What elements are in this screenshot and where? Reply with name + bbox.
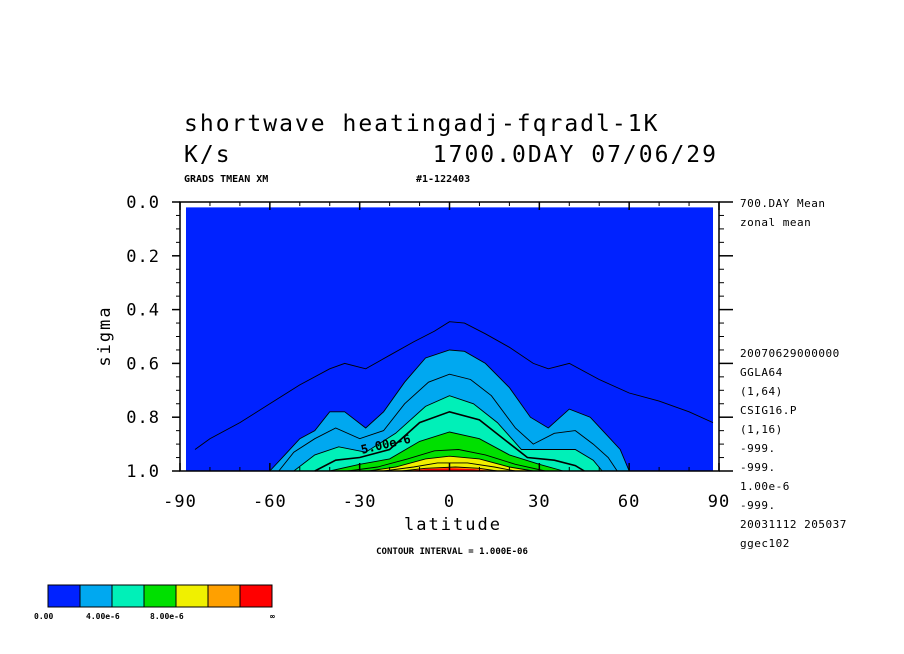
x-tick-label: 60 — [618, 492, 640, 512]
chart-title-line1: shortwave heatingadj-fqradl-1K — [184, 111, 659, 137]
colorbar-swatch — [111, 584, 145, 608]
x-tick-label: 90 — [708, 492, 730, 512]
contour-line-5 — [329, 431, 564, 472]
x-tick-label: -60 — [253, 492, 287, 512]
y-tick-label: 0.4 — [126, 301, 160, 321]
contour-line-0 — [194, 321, 714, 450]
plot-area — [185, 207, 714, 472]
colorbar-label: 0.00 — [34, 612, 53, 621]
contour-line-8 — [383, 462, 516, 472]
side-info-panel: 700.DAY Mean zonal mean 20070629000000 GGLA… — [740, 197, 847, 550]
colorbar-label: ∞ — [270, 612, 275, 621]
colorbar-swatch — [175, 584, 209, 608]
colorbar: 0.00 4.00e-6 8.00e-6 ∞ — [34, 584, 275, 621]
colorbar-swatch — [207, 584, 241, 608]
side-info-line: 1.00e-6 — [740, 480, 790, 493]
colorbar-label: 4.00e-6 — [86, 612, 120, 621]
x-axis-label: latitude — [404, 515, 502, 535]
side-info-line: 700.DAY Mean — [740, 197, 825, 210]
contour-interval-note: CONTOUR INTERVAL = 1.000E-06 — [376, 547, 528, 557]
contour-line-6 — [347, 449, 546, 472]
side-info-line: GGLA64 — [740, 366, 783, 379]
colorbar-swatch — [79, 584, 113, 608]
colorbar-swatch — [47, 584, 81, 608]
side-info-line: 20070629000000 — [740, 347, 840, 360]
contour-line-1 — [269, 349, 630, 472]
y-axis-label: sigma — [95, 305, 115, 366]
x-tick-label: -90 — [163, 492, 197, 512]
y-tick-label: 1.0 — [126, 462, 160, 482]
colorbar-swatch — [143, 584, 177, 608]
colorbar-swatch — [239, 584, 273, 608]
side-info-line: (1,64) — [740, 385, 783, 398]
contour-line-3 — [293, 395, 603, 472]
chart-subtitle-left: GRADS TMEAN XM — [184, 174, 268, 185]
chart-title-time: 1700.0DAY 07/06/29 — [433, 142, 718, 168]
y-tick-label: 0.8 — [126, 408, 160, 428]
side-info-line: -999. — [740, 461, 776, 474]
contour-line-2 — [278, 373, 618, 472]
side-info-line: CSIG16.P — [740, 404, 797, 417]
y-tick-label: 0.0 — [126, 193, 160, 213]
contour-line-4 — [314, 410, 585, 472]
x-tick-label: 30 — [528, 492, 550, 512]
y-tick-label: 0.6 — [126, 354, 160, 374]
side-info-line: -999. — [740, 442, 776, 455]
chart-title-units: K/s — [184, 142, 232, 168]
side-info-line: ggec102 — [740, 537, 790, 550]
axis-ticks: -90 -60 -30 0 30 60 90 0.0 0.2 0.4 0.6 0.8 1.0 — [126, 193, 733, 512]
contour-line-9 — [401, 466, 498, 472]
y-tick-label: 0.2 — [126, 247, 160, 267]
side-info-line: (1,16) — [740, 423, 783, 436]
side-info-line: 20031112 205037 — [740, 518, 847, 531]
side-info-line: -999. — [740, 499, 776, 512]
x-tick-label: 0 — [444, 492, 455, 512]
colorbar-label: 8.00e-6 — [150, 612, 184, 621]
chart-subtitle-right: #1-122403 — [416, 174, 470, 185]
side-info-line: zonal mean — [740, 216, 811, 229]
x-tick-label: -30 — [343, 492, 377, 512]
